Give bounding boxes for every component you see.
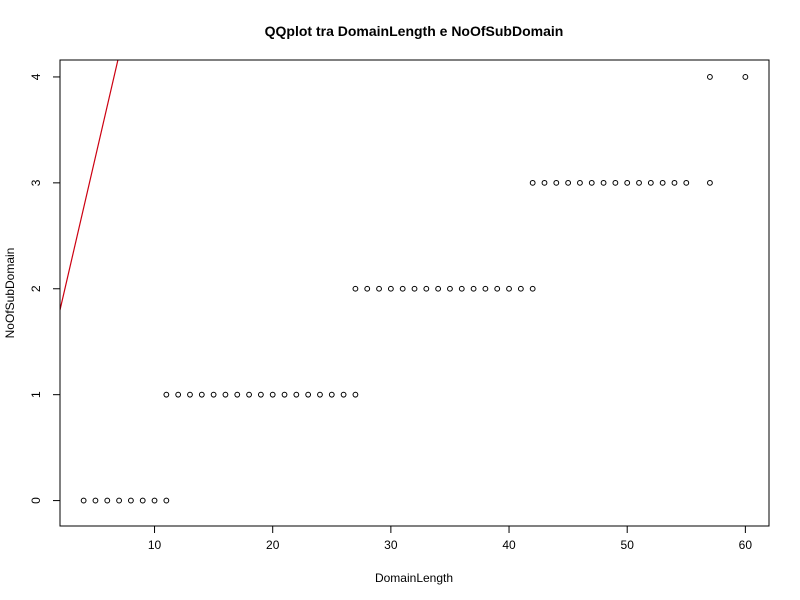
data-point: [612, 179, 619, 186]
data-point: [647, 179, 654, 186]
y-tick-label: 3: [29, 179, 43, 186]
data-point: [659, 179, 666, 186]
y-tick-label: 4: [29, 73, 43, 80]
data-point: [376, 285, 382, 292]
data-point: [317, 391, 323, 398]
data-point: [671, 179, 678, 186]
data-point: [742, 74, 749, 80]
y-tick-label: 2: [29, 285, 43, 292]
data-point: [187, 391, 193, 398]
plot-frame: [59, 59, 770, 527]
data-point: [128, 497, 134, 504]
data-point: [565, 179, 572, 186]
data-point: [529, 179, 536, 186]
data-point: [411, 285, 418, 292]
data-point: [92, 497, 99, 504]
data-point: [636, 179, 642, 186]
data-point: [269, 391, 276, 398]
data-point: [352, 391, 359, 398]
data-point: [683, 179, 690, 186]
x-tick-label: 40: [502, 538, 516, 552]
data-point: [305, 391, 312, 398]
data-point: [246, 391, 252, 398]
data-point: [151, 497, 158, 504]
data-point: [482, 285, 489, 292]
chart-title: QQplot tra DomainLength e NoOfSubDomain: [265, 23, 564, 39]
y-tick-label: 1: [29, 391, 43, 398]
data-point: [293, 391, 300, 398]
y-axis: 0 1 2 3 4: [29, 73, 60, 504]
x-tick-label: 30: [384, 538, 398, 552]
data-point: [588, 179, 595, 186]
x-axis: 10 20 30 40 50 60: [148, 526, 753, 552]
data-point: [281, 391, 288, 398]
data-point: [470, 285, 477, 292]
data-point: [175, 391, 182, 398]
data-point: [234, 391, 241, 398]
data-point: [340, 391, 347, 398]
data-point: [494, 285, 501, 292]
data-point: [222, 391, 229, 398]
data-point: [364, 285, 371, 292]
data-point: [624, 179, 631, 186]
x-tick-label: 60: [739, 538, 753, 552]
data-point: [352, 285, 359, 292]
data-point: [541, 179, 548, 186]
data-point: [104, 497, 111, 504]
data-point: [506, 285, 512, 292]
data-point: [600, 179, 607, 186]
data-point: [163, 391, 170, 398]
data-point: [163, 497, 170, 504]
reference-line: [60, 60, 119, 311]
x-tick-label: 50: [621, 538, 635, 552]
data-point: [210, 391, 217, 398]
y-tick-label: 0: [29, 497, 43, 504]
data-point: [328, 391, 335, 398]
x-tick-label: 20: [266, 538, 280, 552]
data-point: [139, 497, 146, 504]
data-point: [707, 74, 713, 80]
data-point: [707, 179, 713, 186]
data-point: [447, 285, 453, 292]
data-point: [399, 285, 406, 292]
data-point: [529, 285, 536, 292]
data-point: [553, 179, 560, 186]
data-point: [517, 285, 524, 292]
data-point: [577, 179, 583, 186]
data-point: [198, 391, 205, 398]
data-point: [423, 285, 430, 292]
x-axis-label: DomainLength: [375, 571, 453, 585]
y-axis-label: NoOfSubDomain: [3, 248, 17, 339]
data-point: [387, 285, 394, 292]
data-point: [435, 285, 442, 292]
plot-area: [60, 60, 749, 504]
data-point: [257, 391, 264, 398]
data-point: [116, 497, 122, 504]
x-tick-label: 10: [148, 538, 162, 552]
data-point: [458, 285, 465, 292]
data-point: [80, 497, 87, 504]
